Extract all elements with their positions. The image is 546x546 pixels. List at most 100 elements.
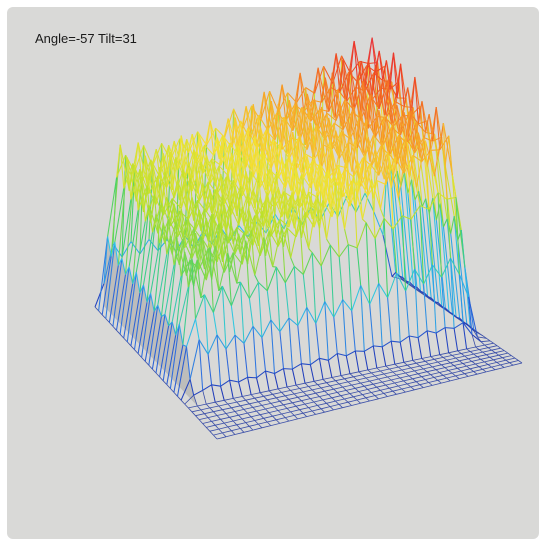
surface-mesh-line (328, 117, 333, 150)
surface-mesh-line (387, 272, 398, 298)
surface-mesh-line (231, 430, 236, 435)
surface-mesh-line (435, 369, 440, 373)
surface-mesh-line (344, 99, 350, 136)
surface-mesh-line (180, 251, 186, 277)
surface-mesh-line (441, 380, 451, 384)
surface-mesh-line (234, 409, 244, 412)
surface-mesh-line (238, 381, 243, 397)
surface-mesh-line (482, 335, 487, 339)
surface-mesh-line (215, 128, 220, 159)
surface-mesh-line (258, 399, 268, 403)
surface-mesh-line (441, 257, 451, 278)
surface-mesh-line (408, 335, 414, 361)
surface-mesh-line (356, 118, 367, 149)
surface-mesh-line (480, 340, 491, 343)
surface-mesh-line (335, 182, 340, 258)
surface-mesh-line (229, 417, 234, 422)
surface-mesh-line (308, 248, 313, 253)
surface-mesh-line (232, 180, 238, 216)
surface-mesh-line (267, 127, 278, 172)
surface-mesh-line (369, 378, 379, 382)
surface-mesh-line (283, 368, 293, 370)
surface-mesh-line (425, 295, 430, 300)
surface-mesh-line (338, 244, 349, 258)
surface-mesh-line (493, 359, 498, 363)
surface-mesh-line (403, 380, 408, 385)
surface-mesh-line (269, 388, 279, 392)
surface-mesh-line (292, 107, 303, 131)
surface-mesh-line (313, 195, 319, 228)
surface-mesh-line (396, 374, 401, 379)
surface-mesh-line (342, 299, 353, 312)
surface-mesh-line (260, 390, 270, 394)
surface-mesh-line (285, 104, 296, 122)
surface-mesh-line (346, 65, 351, 102)
surface-mesh-line (220, 386, 225, 401)
surface-mesh-line (152, 368, 157, 374)
surface-mesh-line (231, 405, 241, 409)
surface-mesh-line (417, 337, 423, 359)
surface-mesh-line (338, 401, 349, 405)
surface-mesh-line (338, 141, 349, 159)
surface-mesh-line (150, 293, 155, 312)
surface-mesh-line (374, 395, 379, 400)
surface-mesh-line (243, 343, 249, 378)
surface-mesh-line (177, 241, 182, 277)
surface-mesh-line (141, 357, 146, 362)
surface-mesh-line (397, 385, 403, 390)
surface-mesh-line (328, 117, 339, 154)
surface-mesh-line (98, 236, 109, 311)
surface-mesh-line (321, 385, 331, 389)
surface-mesh-line (319, 394, 329, 397)
surface-mesh-line (487, 362, 497, 365)
surface-mesh-line (358, 389, 368, 392)
surface-mesh-line (417, 373, 422, 378)
surface-mesh-line (301, 174, 306, 210)
surface-mesh-line (161, 313, 166, 317)
surface-mesh-line (299, 409, 304, 414)
surface-mesh-line (385, 365, 390, 370)
surface-mesh-line (344, 378, 349, 383)
surface-mesh-line (442, 226, 454, 314)
surface-mesh-line (180, 176, 186, 209)
surface-mesh-line (480, 356, 490, 360)
surface-mesh-line (353, 396, 358, 401)
surface-mesh-line (224, 398, 234, 401)
surface-mesh-line (373, 381, 383, 385)
surface-mesh-line (232, 398, 238, 403)
surface-mesh-line (336, 353, 342, 376)
surface-mesh-line (267, 397, 277, 401)
surface-mesh-line (227, 253, 238, 284)
surface-mesh-line (256, 143, 267, 190)
surface-mesh-line (225, 434, 236, 438)
surface-mesh-line (358, 371, 363, 376)
surface-mesh-line (362, 372, 372, 376)
surface-mesh-line (477, 371, 487, 375)
surface-mesh-line (378, 283, 389, 298)
surface-mesh-line (276, 397, 281, 402)
surface-mesh-line (419, 205, 430, 210)
surface-mesh-line (207, 354, 213, 385)
surface-mesh-line (430, 354, 440, 357)
surface-mesh-line (110, 242, 116, 257)
surface-mesh-line (265, 408, 270, 413)
surface-mesh-line (467, 296, 478, 338)
surface-mesh-line (166, 196, 177, 228)
surface-mesh-line (331, 397, 336, 402)
surface-mesh-line (389, 97, 394, 127)
surface-mesh-line (396, 272, 401, 343)
surface-mesh-line (162, 222, 173, 255)
surface-mesh-line (231, 428, 241, 432)
surface-mesh-line (250, 416, 255, 421)
surface-mesh-line (171, 321, 177, 336)
surface-mesh-line (457, 365, 467, 369)
surface-mesh-line (507, 352, 512, 356)
surface-mesh-line (428, 213, 439, 303)
surface-mesh-line (229, 414, 239, 418)
surface-mesh-line (446, 359, 451, 364)
surface-mesh-line (486, 337, 491, 342)
surface-mesh-line (263, 415, 273, 419)
surface-mesh-line (423, 368, 428, 373)
surface-mesh-line (123, 283, 134, 339)
surface-mesh-line (356, 247, 362, 286)
